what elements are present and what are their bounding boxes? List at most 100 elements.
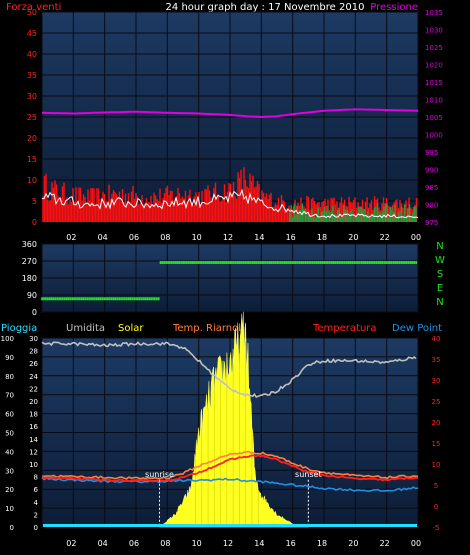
direction-point — [394, 261, 397, 265]
solar-tick-label: 10 — [29, 461, 38, 469]
x-tick-label: 10 — [192, 233, 202, 242]
direction-label: N — [436, 241, 443, 252]
solar-tick-label: 20 — [29, 398, 38, 406]
temperature-tick-label: 30 — [432, 377, 441, 385]
sunrise-label: sunrise — [145, 470, 174, 479]
humidity-line — [41, 341, 417, 398]
direction-point — [221, 261, 224, 265]
direction-point — [144, 297, 147, 301]
direction-point — [69, 297, 72, 301]
direction-point — [311, 261, 314, 265]
direction-point — [248, 261, 250, 265]
direction-point — [328, 261, 331, 265]
direction-point — [347, 261, 350, 265]
direction-point — [169, 261, 171, 265]
direction-point — [86, 297, 89, 301]
direction-point — [360, 261, 363, 265]
direction-point — [259, 261, 262, 265]
direction-point — [122, 297, 124, 301]
chart-title: 24 hour graph day : 17 Novembre 2010 — [166, 2, 365, 13]
direction-point — [355, 261, 357, 265]
solar-tick-label: 0 — [34, 524, 38, 532]
direction-point — [396, 261, 399, 265]
direction-point — [298, 261, 301, 265]
temperature-tick-label: 25 — [432, 398, 441, 406]
direction-point — [140, 297, 143, 301]
solar-tick-label: 26 — [29, 360, 38, 368]
direction-point — [157, 297, 160, 301]
direction-label: W — [435, 255, 445, 266]
wind-speed-label: Forza venti — [6, 2, 61, 13]
direction-point — [112, 297, 115, 301]
x-tick-label: 20 — [348, 233, 358, 242]
direction-point — [404, 261, 406, 265]
direction-point — [289, 261, 292, 265]
direction-point — [155, 297, 158, 301]
direction-point — [101, 297, 104, 301]
rain-tick-label: 40 — [5, 448, 14, 456]
solar-tick-label: 18 — [29, 411, 38, 419]
direction-point — [204, 261, 207, 265]
direction-point — [409, 261, 412, 265]
direction-point — [208, 261, 211, 265]
direction-point — [251, 261, 254, 265]
legend-pioggia: Pioggia — [1, 323, 37, 334]
direction-point — [142, 297, 145, 301]
x-tick-label: 04 — [98, 233, 108, 242]
direction-point — [216, 261, 218, 265]
direction-point — [291, 261, 294, 265]
left-tick-label: 40 — [27, 50, 37, 59]
x-tick-label: 22 — [380, 539, 390, 548]
direction-point — [276, 261, 278, 265]
direction-point — [368, 261, 371, 265]
direction-point — [210, 261, 213, 265]
direction-point — [358, 261, 361, 265]
direction-point — [174, 261, 177, 265]
temperature-tick-label: 0 — [434, 503, 438, 511]
direction-point — [343, 261, 346, 265]
direction-point — [304, 261, 307, 265]
direction-point — [60, 297, 62, 301]
temperature-tick-label: 40 — [432, 335, 441, 343]
weather-panel: 0102030405060708090100024681012141618202… — [1, 311, 441, 548]
rain-tick-label: 0 — [10, 524, 14, 532]
temperature-tick-label: 15 — [432, 440, 441, 448]
direction-point — [379, 261, 382, 265]
dewpoint-line — [41, 477, 419, 493]
legend-umidita: Umidita — [66, 323, 105, 334]
direction-point — [202, 261, 205, 265]
direction-point — [137, 297, 139, 301]
direction-point — [46, 297, 49, 301]
rain-tick-label: 20 — [5, 486, 14, 494]
rain-tick-label: 50 — [5, 430, 14, 438]
direction-point — [187, 261, 190, 265]
left-tick-label: 50 — [27, 8, 37, 17]
direction-point — [214, 261, 216, 265]
direction-point — [370, 261, 372, 265]
rain-tick-label: 30 — [5, 467, 14, 475]
temperature-tick-label: 10 — [432, 461, 441, 469]
direction-point — [375, 261, 378, 265]
direction-point — [334, 261, 337, 265]
direction-point — [345, 261, 348, 265]
left-tick-label: 0 — [32, 308, 37, 317]
direction-point — [131, 297, 134, 301]
direction-point — [165, 261, 168, 265]
x-tick-label: 14 — [254, 233, 264, 242]
direction-point — [338, 261, 341, 265]
x-tick-label: 06 — [129, 539, 139, 548]
direction-point — [180, 261, 183, 265]
direction-point — [231, 261, 233, 265]
direction-point — [223, 261, 226, 265]
direction-point — [268, 261, 271, 265]
solar-tick-label: 30 — [29, 335, 38, 343]
direction-point — [67, 297, 70, 301]
direction-point — [249, 261, 252, 265]
direction-point — [385, 261, 388, 265]
direction-point — [43, 297, 45, 301]
legend-temperatura: Temperatura — [312, 323, 377, 334]
direction-point — [264, 261, 267, 265]
direction-point — [411, 261, 414, 265]
pressure-label: Pressione — [370, 2, 418, 13]
rain-tick-label: 60 — [5, 411, 14, 419]
